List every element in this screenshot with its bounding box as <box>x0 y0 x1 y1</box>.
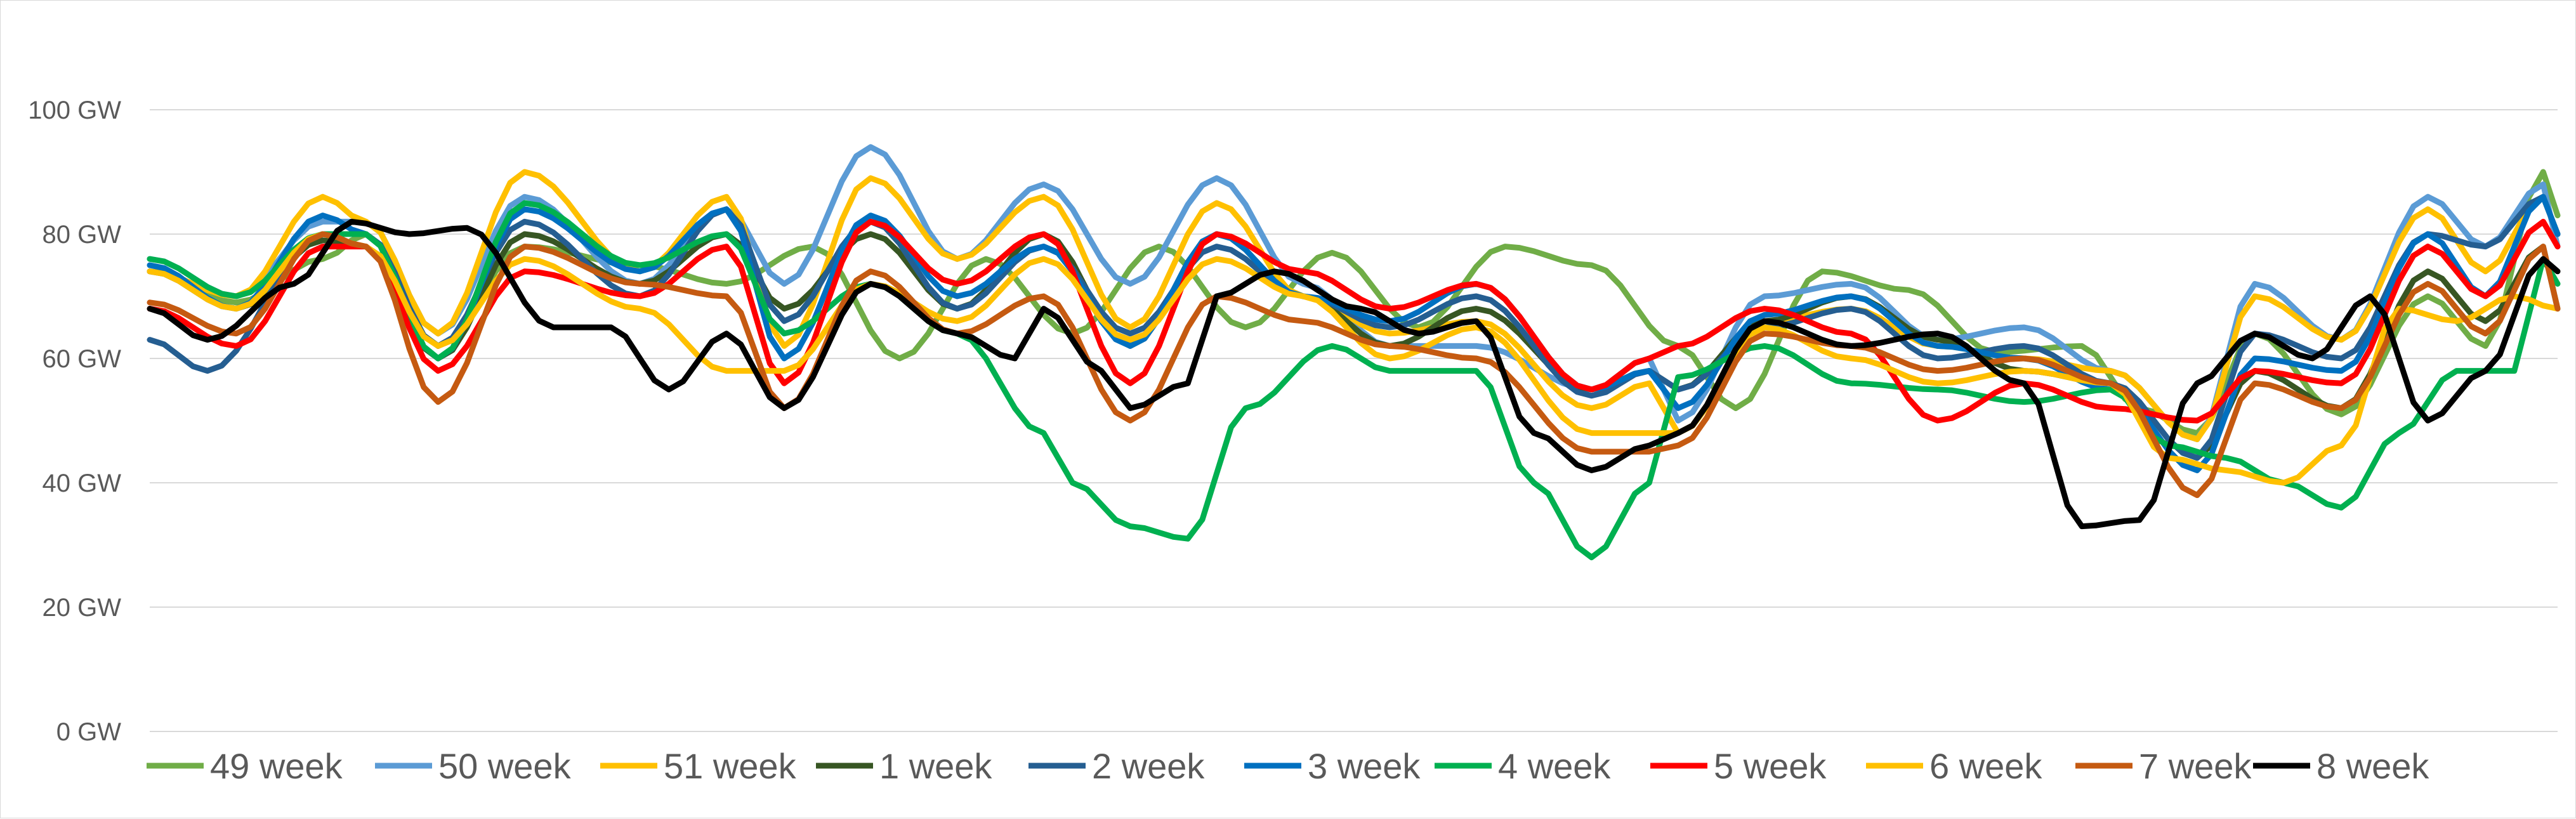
y-axis-ticks: 0 GW 20 GW 40 GW 60 GW 80 GW 100 GW <box>28 96 121 746</box>
legend: 49 week 50 week 51 week 1 week 2 week 3 week 4… <box>147 746 2429 786</box>
legend-label: 3 week <box>1308 746 1421 786</box>
legend-label: 1 week <box>879 746 992 786</box>
legend-label: 49 week <box>210 746 343 786</box>
series-line-7-week <box>147 231 2561 499</box>
legend-label: 50 week <box>438 746 572 786</box>
series-line-8-week <box>147 218 2561 530</box>
legend-label: 2 week <box>1092 746 1205 786</box>
series-line-51-week <box>147 169 2561 442</box>
y-tick-label: 60 GW <box>43 345 122 373</box>
legend-label: 8 week <box>2316 746 2429 786</box>
y-tick-label: 20 GW <box>43 594 122 622</box>
y-tick-label: 100 GW <box>28 96 121 124</box>
legend-label: 51 week <box>664 746 797 786</box>
y-tick-label: 40 GW <box>43 469 122 497</box>
series-line-5-week <box>147 218 2561 424</box>
y-tick-label: 80 GW <box>43 221 122 249</box>
series-line-3-week <box>147 193 2561 473</box>
legend-label: 7 week <box>2139 746 2252 786</box>
y-tick-label: 0 GW <box>56 718 121 746</box>
series-line-2-week <box>147 193 2561 461</box>
legend-label: 6 week <box>1929 746 2042 786</box>
legend-label: 4 week <box>1498 746 1611 786</box>
legend-label: 5 week <box>1714 746 1827 786</box>
series-lines <box>147 144 2561 561</box>
